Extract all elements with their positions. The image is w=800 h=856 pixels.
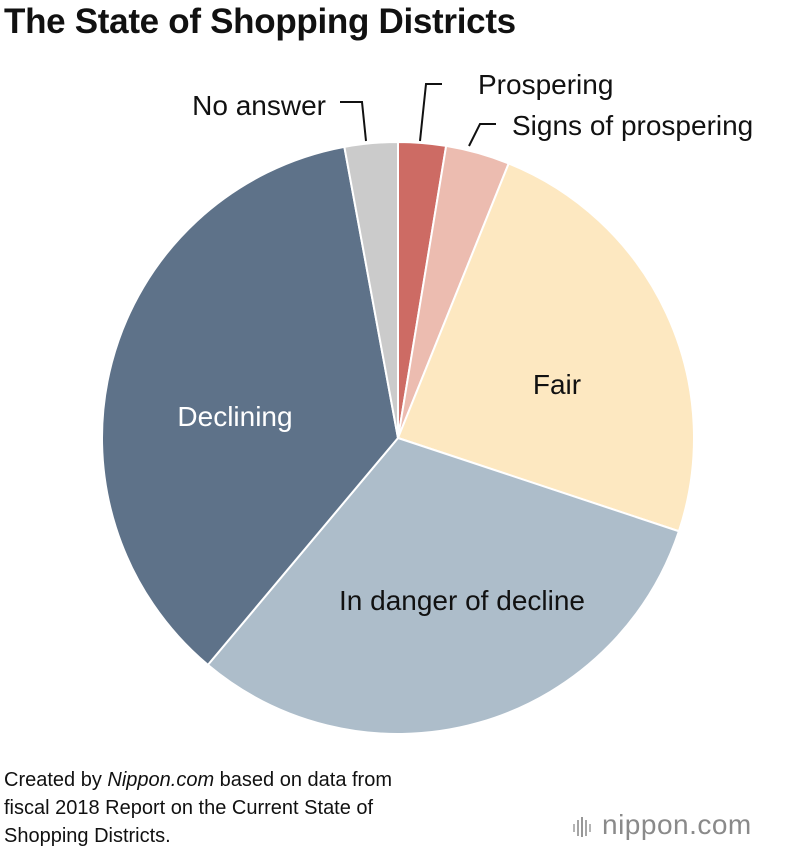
pie-slice-no-answer [343, 140, 399, 439]
slice-label-signs-of-prospering: Signs of prospering [512, 110, 753, 141]
brand-logo: nippon.com [572, 809, 752, 841]
source-line2: fiscal 2018 Report on the Current State … [4, 797, 374, 819]
source-outlet: Nippon.com [107, 769, 215, 791]
pie-chart: Prospering Signs of prospering Fair In d… [101, 69, 753, 735]
slice-label-in-danger-of-decline: In danger of decline [339, 585, 585, 616]
brand-text: nippon.com [602, 809, 752, 840]
chart-title: The State of Shopping Districts [4, 2, 516, 41]
leader-line-signs-of-prospering [468, 123, 496, 147]
leader-line-prospering [419, 83, 442, 142]
slice-label-fair: Fair [533, 369, 581, 400]
source-line3: Shopping Districts. [4, 825, 171, 847]
slice-label-prospering: Prospering [478, 69, 613, 100]
pie-slice-in-danger-of-decline [206, 436, 681, 735]
leader-line-no-answer [340, 101, 367, 142]
slice-label-no-answer: No answer [192, 90, 326, 121]
leader-lines [340, 83, 496, 147]
brand-bars-icon [573, 816, 591, 837]
source-note: Created by Nippon.com based on data from… [4, 766, 392, 850]
pie-slices [101, 140, 695, 735]
source-prefix: Created by [4, 769, 108, 791]
pie-slice-fair [396, 162, 695, 533]
slice-labels: Prospering Signs of prospering Fair In d… [177, 69, 753, 616]
pie-slice-declining [101, 145, 400, 667]
slice-label-declining: Declining [177, 401, 292, 432]
source-line1-rest: based on data from [214, 769, 392, 791]
